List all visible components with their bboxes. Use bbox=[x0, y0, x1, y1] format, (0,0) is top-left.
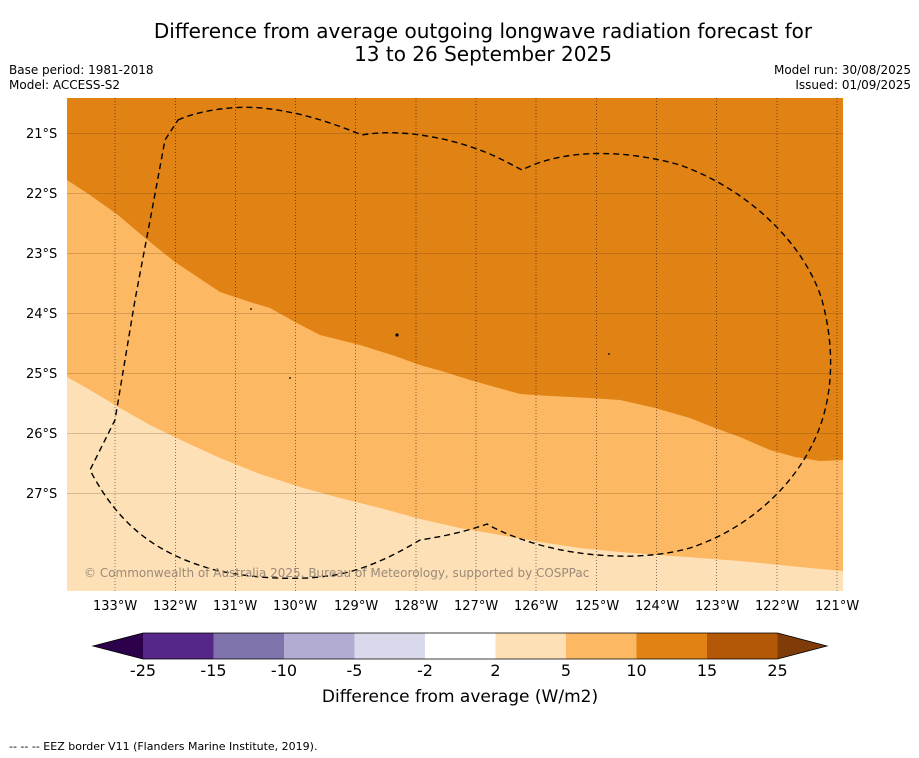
colorbar-tick-label: 15 bbox=[696, 661, 718, 680]
colorbar-tick-label: -2 bbox=[417, 661, 433, 680]
colorbar-tick-label: -10 bbox=[270, 661, 298, 680]
issued-date: Issued: 01/09/2025 bbox=[795, 78, 911, 92]
colorbar-low-arrow bbox=[93, 633, 143, 659]
island bbox=[250, 308, 252, 310]
lat-label-25s: 25°S bbox=[26, 367, 58, 382]
model-run: Model run: 30/08/2025 bbox=[773, 63, 911, 77]
island bbox=[289, 377, 291, 379]
colorbar-segment bbox=[354, 633, 425, 659]
lon-label-121w: 121°W bbox=[815, 599, 860, 614]
colorbar-segment bbox=[213, 633, 284, 659]
colorbar-segment bbox=[284, 633, 355, 659]
lat-label-22s: 22°S bbox=[26, 187, 58, 202]
lon-label-126w: 126°W bbox=[514, 599, 559, 614]
lon-label-130w: 130°W bbox=[273, 599, 318, 614]
lat-label-21s: 21°S bbox=[26, 127, 58, 142]
latitude-gridlines bbox=[67, 133, 843, 494]
map-title-line-1: Difference from average outgoing longwav… bbox=[153, 19, 813, 43]
colorbar-segment bbox=[566, 633, 637, 659]
lon-label-132w: 132°W bbox=[153, 599, 198, 614]
island bbox=[395, 333, 399, 337]
copyright-notice: © Commonwealth of Australia 2025, Bureau… bbox=[84, 566, 589, 580]
colorbar-segment bbox=[425, 633, 496, 659]
band-2-5 bbox=[67, 377, 843, 591]
lon-label-125w: 125°W bbox=[575, 599, 620, 614]
colorbar-outline bbox=[91, 632, 829, 660]
colorbar-segment bbox=[636, 633, 707, 659]
colorbar-segment bbox=[495, 633, 566, 659]
lon-label-124w: 124°W bbox=[635, 599, 680, 614]
islands bbox=[250, 308, 610, 379]
lon-label-123w: 123°W bbox=[695, 599, 740, 614]
longitude-gridlines bbox=[114, 98, 838, 591]
lat-label-24s: 24°S bbox=[26, 307, 58, 322]
colorbar-segment bbox=[143, 633, 214, 659]
lon-label-122w: 122°W bbox=[755, 599, 800, 614]
lon-label-129w: 129°W bbox=[334, 599, 379, 614]
band-10-15 bbox=[67, 98, 843, 461]
eez-footnote: -- -- -- EEZ border V11 (Flanders Marine… bbox=[9, 740, 318, 753]
map-panel bbox=[67, 98, 843, 591]
colorbar-tick-label: -15 bbox=[200, 661, 227, 680]
lon-label-127w: 127°W bbox=[454, 599, 499, 614]
colorbar-tick-label: 10 bbox=[626, 661, 647, 680]
lon-label-131w: 131°W bbox=[213, 599, 258, 614]
eez-border bbox=[89, 106, 832, 580]
colorbar-segment bbox=[707, 633, 778, 659]
lon-label-133w: 133°W bbox=[93, 599, 138, 614]
colorbar-tick-label: -25 bbox=[129, 661, 157, 680]
colorbar-title: Difference from average (W/m2) bbox=[321, 687, 599, 707]
colorbar-tick-label: 25 bbox=[767, 661, 788, 680]
lat-label-26s: 26°S bbox=[26, 427, 58, 442]
map-title-line-2: 13 to 26 September 2025 bbox=[354, 42, 612, 66]
lat-label-23s: 23°S bbox=[26, 247, 58, 262]
colorbar-high-arrow bbox=[777, 633, 827, 659]
colorbar-tick-label: 2 bbox=[490, 661, 501, 680]
lon-label-128w: 128°W bbox=[394, 599, 439, 614]
colorbar-tick-label: -5 bbox=[346, 661, 363, 680]
island bbox=[608, 353, 610, 355]
lat-label-27s: 27°S bbox=[26, 487, 58, 502]
colorbar-tick-label: 5 bbox=[560, 661, 572, 680]
base-period: Base period: 1981-2018 bbox=[9, 63, 154, 77]
colorbar bbox=[91, 632, 829, 660]
model-name: Model: ACCESS-S2 bbox=[9, 78, 121, 92]
